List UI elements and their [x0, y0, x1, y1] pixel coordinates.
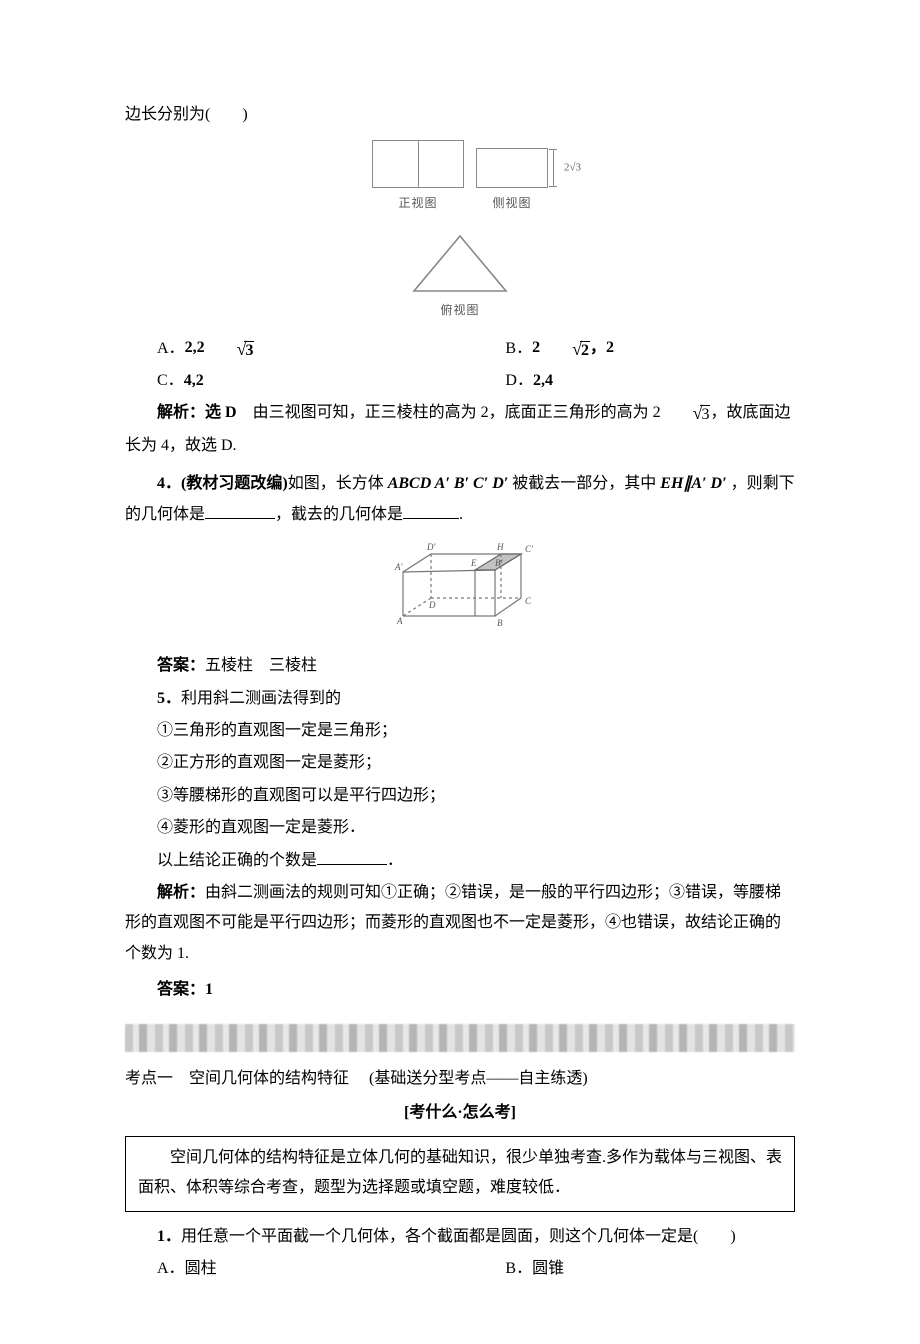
- svg-text:D: D: [428, 600, 436, 610]
- svg-text:D′: D′: [426, 542, 436, 552]
- q5-item-1: ①三角形的直观图一定是三角形；: [125, 716, 795, 746]
- q5-ask: 以上结论正确的个数是．: [125, 846, 795, 876]
- option-b: B．2√2，2: [473, 332, 795, 366]
- q5-item-3: ③等腰梯形的直观图可以是平行四边形；: [125, 781, 795, 811]
- option-a: A．2,2√3: [125, 332, 473, 366]
- decorative-banner: [125, 1024, 795, 1052]
- answer-4: 答案：五棱柱 三棱柱: [125, 651, 795, 681]
- front-view-caption: 正视图: [372, 192, 464, 215]
- q3-stem-continued: 边长分别为( ): [125, 100, 795, 130]
- answer-5: 答案：1: [125, 975, 795, 1005]
- solution-3: 解析：选 D 由三视图可知，正三棱柱的高为 2，底面正三角形的高为 2√3，故底…: [125, 396, 795, 461]
- kaodian-title: 考点一 空间几何体的结构特征: [125, 1064, 349, 1094]
- q5-item-4: ④菱形的直观图一定是菱形．: [125, 813, 795, 843]
- side-view-dim: 2√3: [564, 158, 581, 179]
- svg-text:E: E: [470, 558, 477, 568]
- svg-text:B′: B′: [495, 558, 503, 568]
- front-view-rect: [372, 140, 464, 188]
- sub-heading: [考什么·怎么考]: [125, 1098, 795, 1128]
- blank-2: [403, 502, 459, 519]
- top-view-triangle: [410, 233, 510, 295]
- summary-text: 空间几何体的结构特征是立体几何的基础知识，很少单独考查.多作为载体与三视图、表面…: [138, 1143, 782, 1202]
- kaodian-subtitle: (基础送分型考点——自主练透): [369, 1064, 795, 1094]
- side-view-caption: 侧视图: [476, 192, 548, 215]
- blank-3: [317, 848, 387, 865]
- q5-item-2: ②正方形的直观图一定是菱形；: [125, 748, 795, 778]
- svg-text:A: A: [396, 616, 403, 626]
- kaodian-row: 考点一 空间几何体的结构特征 (基础送分型考点——自主练透): [125, 1064, 795, 1094]
- blank-1: [205, 502, 275, 519]
- solution-5: 解析：由斜二测画法的规则可知①正确；②错误，是一般的平行四边形；③错误，等腰梯形…: [125, 878, 795, 969]
- top-view-caption: 俯视图: [125, 299, 795, 322]
- practice-1: 1．用任意一个平面截一个几何体，各个截面都是圆面，则这个几何体一定是( ): [125, 1222, 795, 1252]
- question-5-stem: 5．利用斜二测画法得到的: [125, 684, 795, 714]
- side-view-rect: 2√3: [476, 148, 548, 188]
- svg-text:H: H: [496, 542, 504, 552]
- three-view-figure: 正视图 2√3 侧视图 俯视图: [125, 140, 795, 321]
- question-4: 4．(教材习题改编)如图，长方体 ABCD ­A′ B′ C′ D′ 被截去一部…: [125, 469, 795, 530]
- svg-text:C′: C′: [525, 544, 534, 554]
- cuboid-figure: A B C D A′ D′ E H C′ B′: [125, 536, 795, 643]
- p1-option-b: B．圆锥: [473, 1254, 795, 1284]
- summary-box: 空间几何体的结构特征是立体几何的基础知识，很少单独考查.多作为载体与三视图、表面…: [125, 1136, 795, 1211]
- svg-text:B: B: [497, 618, 503, 628]
- svg-text:A′: A′: [394, 562, 403, 572]
- option-d: D．2,4: [473, 366, 795, 396]
- option-c: C．4,2: [125, 366, 473, 396]
- p1-option-a: A．圆柱: [125, 1254, 473, 1284]
- svg-text:C: C: [525, 596, 532, 606]
